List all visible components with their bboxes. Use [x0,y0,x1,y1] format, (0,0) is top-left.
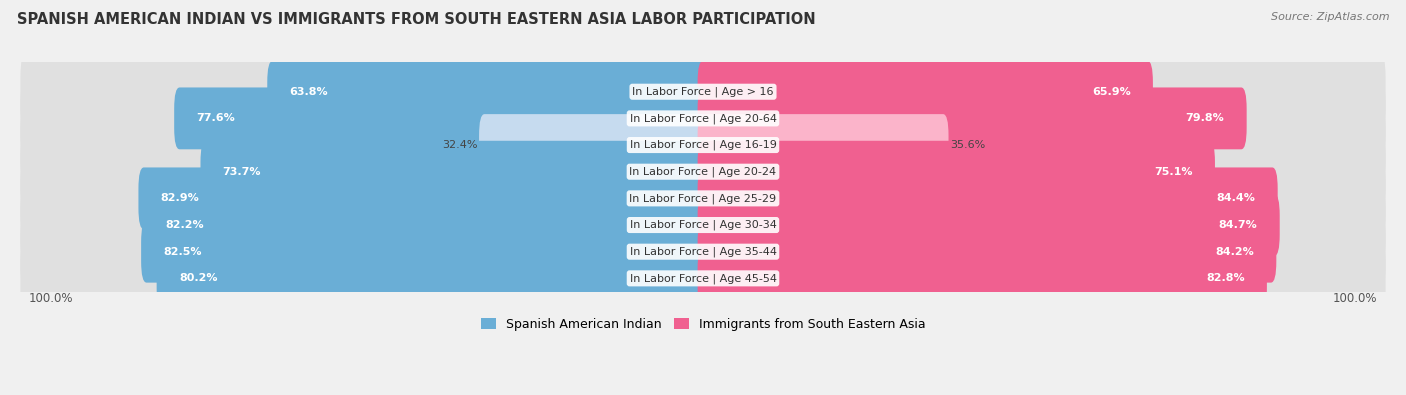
FancyBboxPatch shape [21,127,1385,216]
Text: In Labor Force | Age 35-44: In Labor Force | Age 35-44 [630,246,776,257]
Text: 75.1%: 75.1% [1154,167,1192,177]
Text: In Labor Force | Age 30-34: In Labor Force | Age 30-34 [630,220,776,230]
Text: 100.0%: 100.0% [28,292,73,305]
Text: In Labor Force | Age 20-24: In Labor Force | Age 20-24 [630,166,776,177]
FancyBboxPatch shape [21,47,1385,137]
Text: 77.6%: 77.6% [197,113,235,123]
FancyBboxPatch shape [21,180,1385,270]
Text: 84.7%: 84.7% [1219,220,1257,230]
FancyBboxPatch shape [697,221,1277,282]
FancyBboxPatch shape [267,61,709,123]
Text: 63.8%: 63.8% [290,87,328,97]
FancyBboxPatch shape [697,167,1278,229]
Text: 82.5%: 82.5% [163,247,202,257]
Text: 82.8%: 82.8% [1206,273,1244,283]
Text: 73.7%: 73.7% [222,167,262,177]
FancyBboxPatch shape [21,154,1385,243]
Text: 79.8%: 79.8% [1185,113,1225,123]
FancyBboxPatch shape [21,233,1385,323]
Text: SPANISH AMERICAN INDIAN VS IMMIGRANTS FROM SOUTH EASTERN ASIA LABOR PARTICIPATIO: SPANISH AMERICAN INDIAN VS IMMIGRANTS FR… [17,12,815,27]
FancyBboxPatch shape [479,114,709,176]
Text: In Labor Force | Age > 16: In Labor Force | Age > 16 [633,87,773,97]
Text: Source: ZipAtlas.com: Source: ZipAtlas.com [1271,12,1389,22]
Text: In Labor Force | Age 16-19: In Labor Force | Age 16-19 [630,140,776,150]
Text: 84.2%: 84.2% [1215,247,1254,257]
FancyBboxPatch shape [697,141,1215,203]
FancyBboxPatch shape [174,87,709,149]
Text: In Labor Force | Age 20-64: In Labor Force | Age 20-64 [630,113,776,124]
FancyBboxPatch shape [201,141,709,203]
Legend: Spanish American Indian, Immigrants from South Eastern Asia: Spanish American Indian, Immigrants from… [475,313,931,336]
FancyBboxPatch shape [697,247,1267,309]
Text: 35.6%: 35.6% [950,140,986,150]
FancyBboxPatch shape [156,247,709,309]
Text: In Labor Force | Age 45-54: In Labor Force | Age 45-54 [630,273,776,284]
FancyBboxPatch shape [697,194,1279,256]
Text: In Labor Force | Age 25-29: In Labor Force | Age 25-29 [630,193,776,204]
FancyBboxPatch shape [697,61,1153,123]
FancyBboxPatch shape [21,207,1385,297]
FancyBboxPatch shape [141,221,709,282]
Text: 65.9%: 65.9% [1092,87,1130,97]
FancyBboxPatch shape [697,114,949,176]
Text: 82.9%: 82.9% [160,194,200,203]
FancyBboxPatch shape [143,194,709,256]
Text: 84.4%: 84.4% [1216,194,1256,203]
FancyBboxPatch shape [21,100,1385,190]
Text: 32.4%: 32.4% [443,140,478,150]
FancyBboxPatch shape [697,87,1247,149]
Text: 100.0%: 100.0% [1333,292,1378,305]
FancyBboxPatch shape [138,167,709,229]
Text: 82.2%: 82.2% [166,220,204,230]
FancyBboxPatch shape [21,73,1385,163]
Text: 80.2%: 80.2% [179,273,218,283]
